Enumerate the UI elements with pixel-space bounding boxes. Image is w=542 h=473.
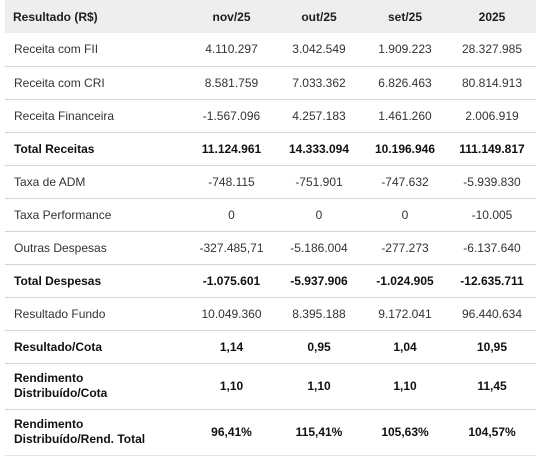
row-total-despesas: Total Despesas -1.075.601 -5.937.906 -1.… [5,264,536,297]
row-taxa-adm: Taxa de ADM -748.115 -751.901 -747.632 -… [5,165,536,198]
cell-value: 104,57% [468,425,516,439]
header-col-nov25: nov/25 [212,9,251,24]
row-resultado-cota: Resultado/Cota 1,14 0,95 1,04 10,95 [5,330,536,363]
cell-value: -1.567.096 [202,108,261,123]
cell-value: 28.327.985 [461,42,523,57]
cell-value: 9.172.041 [378,306,432,321]
cell-value: 10.049.360 [201,306,262,321]
cell-value: 8.395.188 [292,306,346,321]
row-outras-despesas: Outras Despesas -327.485,71 -5.186.004 -… [5,231,536,264]
header-label: Resultado (R$) [13,9,98,24]
cell-value: 0,95 [307,339,331,354]
row-rendimento-distribuido-cota: Rendimento Distribuído/Cota 1,10 1,10 1,… [5,363,536,409]
header-col-2025: 2025 [478,9,506,24]
cell-value: 3.042.549 [292,42,346,57]
cell-value: -5.939.830 [463,174,521,189]
row-taxa-performance: Taxa Performance 0 0 0 -10.005 [5,198,536,231]
row-label: Total Receitas [14,141,95,156]
row-label-line: Distribuído/Rend. Total [14,432,146,446]
row-label-line: Rendimento [14,371,84,385]
cell-value: -5.937.906 [290,273,348,288]
table-body: Receita com FII 4.110.297 3.042.549 1.90… [5,33,536,455]
results-table: Resultado (R$) nov/25 out/25 set/25 2025… [5,0,536,456]
row-label: Receita Financeira [14,108,115,123]
cell-value: -12.635.711 [460,273,524,288]
row-label: Rendimento Distribuído/Rend. Total [5,409,187,455]
cell-value: 8.581.759 [204,75,259,90]
row-label: Receita com CRI [14,75,105,90]
cell-value: -747.632 [381,174,429,189]
cell-value: 2.006.919 [465,108,519,123]
cell-value: 4.257.183 [292,108,346,123]
table-header: Resultado (R$) nov/25 out/25 set/25 2025 [5,0,536,33]
row-label: Rendimento Distribuído/Cota [5,363,187,409]
row-label: Outras Despesas [14,240,107,255]
cell-value: 0 [315,207,323,222]
cell-value: 6.826.463 [378,75,432,90]
cell-value: 1,10 [219,379,244,393]
row-label: Resultado Fundo [14,306,106,321]
cell-value: 105,63% [381,425,429,439]
header-col-set25: set/25 [387,9,423,24]
row-receita-fii: Receita com FII 4.110.297 3.042.549 1.90… [5,33,536,66]
cell-value: 11.124.961 [201,141,262,156]
cell-value: 4.110.297 [205,42,258,57]
cell-value: 115,41% [295,425,343,439]
row-receita-cri: Receita com CRI 8.581.759 7.033.362 6.82… [5,66,536,99]
cell-value: -1.024.905 [376,273,434,288]
cell-value: 0 [401,207,409,222]
cell-value: -6.137.640 [463,240,521,255]
row-label: Receita com FII [14,42,99,57]
cell-value: -10.005 [471,207,513,222]
cell-value: 96,41% [211,425,252,439]
row-label-line: Rendimento [14,417,84,431]
cell-value: 1.909.223 [378,42,432,57]
cell-value: 1,04 [393,339,417,354]
cell-value: 10.196.946 [374,141,436,156]
cell-value: 96.440.634 [461,306,523,321]
cell-value: -277.273 [381,240,429,255]
cell-value: -751.901 [295,174,343,189]
row-resultado-fundo: Resultado Fundo 10.049.360 8.395.188 9.1… [5,297,536,330]
row-label: Total Despesas [14,273,102,288]
cell-value: 80.814.913 [461,75,523,90]
row-label: Resultado/Cota [14,339,103,354]
header-col-out25: out/25 [301,9,337,24]
cell-value: 1,10 [393,379,417,393]
row-label: Taxa de ADM [14,174,86,189]
cell-value: 111.149.817 [459,141,525,156]
row-label: Taxa Performance [14,207,112,222]
row-rendimento-distribuido-rend-total: Rendimento Distribuído/Rend. Total 96,41… [5,409,536,455]
row-label-line: Distribuído/Cota [14,386,108,400]
header-row: Resultado (R$) nov/25 out/25 set/25 2025 [5,0,536,33]
cell-value: 7.033.362 [292,75,346,90]
cell-value: 1.461.260 [378,108,432,123]
cell-value: 1,14 [219,339,244,354]
cell-value: 10,95 [476,339,508,354]
cell-value: 1,10 [307,379,331,393]
row-receita-financeira: Receita Financeira -1.567.096 4.257.183 … [5,99,536,132]
cell-value: 0 [228,207,235,222]
cell-value: -1.075.601 [202,273,261,288]
row-total-receitas: Total Receitas 11.124.961 14.333.094 10.… [5,132,536,165]
cell-value: 11,45 [477,379,507,393]
cell-value: -748.115 [208,174,255,189]
cell-value: -327.485,71 [199,240,264,255]
cell-value: 14.333.094 [288,141,350,156]
cell-value: -5.186.004 [290,240,348,255]
